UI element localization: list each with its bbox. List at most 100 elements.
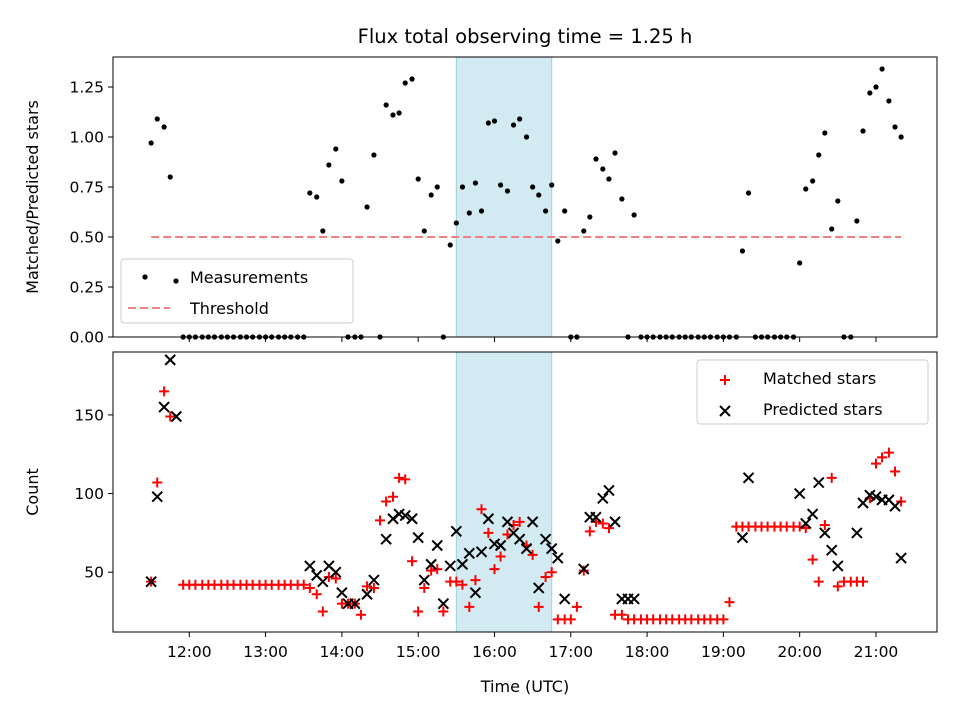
measurement-point: [371, 152, 377, 158]
matched-stars-point: [451, 576, 462, 587]
predicted-stars-point: [895, 552, 907, 564]
predicted-stars-point: [609, 516, 621, 528]
y-tick-label: 0.25: [69, 279, 104, 297]
matched-stars-point: [457, 579, 468, 590]
ratio-axes-frame: [112, 56, 938, 338]
counts-series-layer: [145, 354, 907, 625]
y-tick-label: 50: [84, 564, 104, 582]
predicted-stars-point: [425, 558, 437, 571]
predicted-stars-point: [412, 531, 424, 544]
x-tick-label: 14:00: [320, 643, 365, 661]
matched-stars-point: [819, 520, 830, 531]
counts-legend: Matched stars Predicted stars: [696, 359, 929, 425]
measurement-point: [459, 184, 466, 190]
predicted-stars-point: [806, 508, 819, 520]
measurement-point: [523, 134, 530, 140]
matched-stars-point: [375, 515, 386, 526]
matched-stars-point: [578, 565, 589, 576]
measurement-point: [478, 208, 485, 214]
matched-stars-point: [368, 582, 379, 593]
matched-stars-point: [870, 458, 881, 469]
predicted-stars-point: [851, 527, 863, 539]
measurement-point: [364, 204, 370, 210]
x-tick-label: 17:00: [548, 643, 593, 661]
measurement-point: [543, 208, 549, 214]
ratio-y-axis-label: Matched/Predicted stars: [23, 100, 42, 294]
measurement-point: [339, 178, 345, 184]
predicted-stars-point: [533, 582, 545, 594]
matched-stars-point: [546, 567, 557, 578]
matched-stars-point: [483, 527, 494, 538]
predicted-stars-point: [558, 593, 571, 605]
predicted-stars-point: [469, 586, 482, 599]
measurement-point: [797, 260, 803, 266]
matched-stars-point: [597, 518, 608, 529]
measurement-point: [898, 134, 904, 140]
matched-stars-point: [616, 609, 627, 620]
measurement-point: [549, 182, 555, 188]
legend-entry-label: Predicted stars: [763, 400, 883, 419]
measurement-point: [154, 116, 160, 122]
measurement-point: [390, 112, 396, 118]
chart-title: Flux total observing time = 1.25 h: [358, 25, 693, 48]
matched-stars-point: [159, 386, 170, 397]
predicted-stars-point: [418, 574, 430, 586]
predicted-stars-point: [349, 597, 361, 610]
measurement-point: [854, 218, 860, 224]
matched-stars-point: [298, 579, 309, 590]
matched-stars-point: [165, 411, 176, 422]
matched-stars-point: [527, 549, 538, 560]
counts-y-ticks: 50 100 150: [74, 406, 113, 582]
measurement-point: [587, 214, 593, 220]
measurement-point: [600, 166, 606, 172]
matched-stars-point: [807, 554, 818, 565]
predicted-stars-point: [330, 566, 342, 578]
measurement-point: [333, 146, 339, 152]
predicted-stars-point: [164, 354, 176, 366]
measurement-point: [619, 196, 625, 202]
measurement-point: [497, 182, 504, 188]
predicted-stars-point: [526, 516, 539, 528]
x-tick-label: 13:00: [243, 643, 288, 661]
matched-stars-point: [514, 516, 525, 527]
predicted-stars-point: [742, 472, 755, 484]
measurement-point: [421, 228, 427, 234]
matched-stars-point: [476, 504, 487, 515]
predicted-stars-point: [870, 491, 882, 503]
predicted-stars-point: [336, 586, 348, 599]
predicted-stars-point: [552, 552, 564, 564]
measurement-point: [396, 110, 402, 116]
measurement-point: [161, 124, 167, 130]
predicted-stars-point: [800, 517, 812, 530]
measurement-point: [428, 192, 434, 198]
matched-stars-point: [832, 581, 843, 592]
predicted-stars-point: [603, 484, 615, 497]
measurement-point: [415, 176, 421, 182]
y-tick-label: 150: [74, 406, 104, 424]
matched-stars-point: [826, 472, 837, 483]
measurement-point: [326, 162, 332, 168]
matched-stars-point: [394, 472, 405, 483]
matched-stars-point: [813, 576, 824, 587]
matched-stars-point: [388, 491, 399, 502]
measurement-point: [466, 210, 472, 216]
predicted-stars-point: [151, 491, 163, 503]
matched-stars-point: [438, 606, 449, 617]
predicted-stars-point: [304, 560, 316, 572]
predicted-stars-point: [520, 542, 533, 555]
measurement-point: [810, 178, 816, 184]
measurement-point: [148, 140, 154, 146]
matched-stars-point: [304, 582, 315, 593]
x-tick-label: 15:00: [396, 643, 441, 661]
measurement-point: [517, 116, 523, 122]
matched-stars-point: [311, 589, 322, 600]
x-tick-label: 20:00: [777, 643, 822, 661]
measurement-point: [873, 84, 879, 90]
ratio-legend: Measurements Threshold: [120, 258, 354, 324]
predicted-stars-point: [145, 575, 157, 588]
measurement-point: [314, 194, 320, 200]
measurement-point: [867, 90, 873, 96]
legend-matched-swatch: [720, 375, 730, 385]
panel-ratio: 0.00 0.25 0.50 0.75 1.00 1.25 Matched/Predict…: [23, 56, 938, 347]
measurement-point: [491, 118, 498, 124]
